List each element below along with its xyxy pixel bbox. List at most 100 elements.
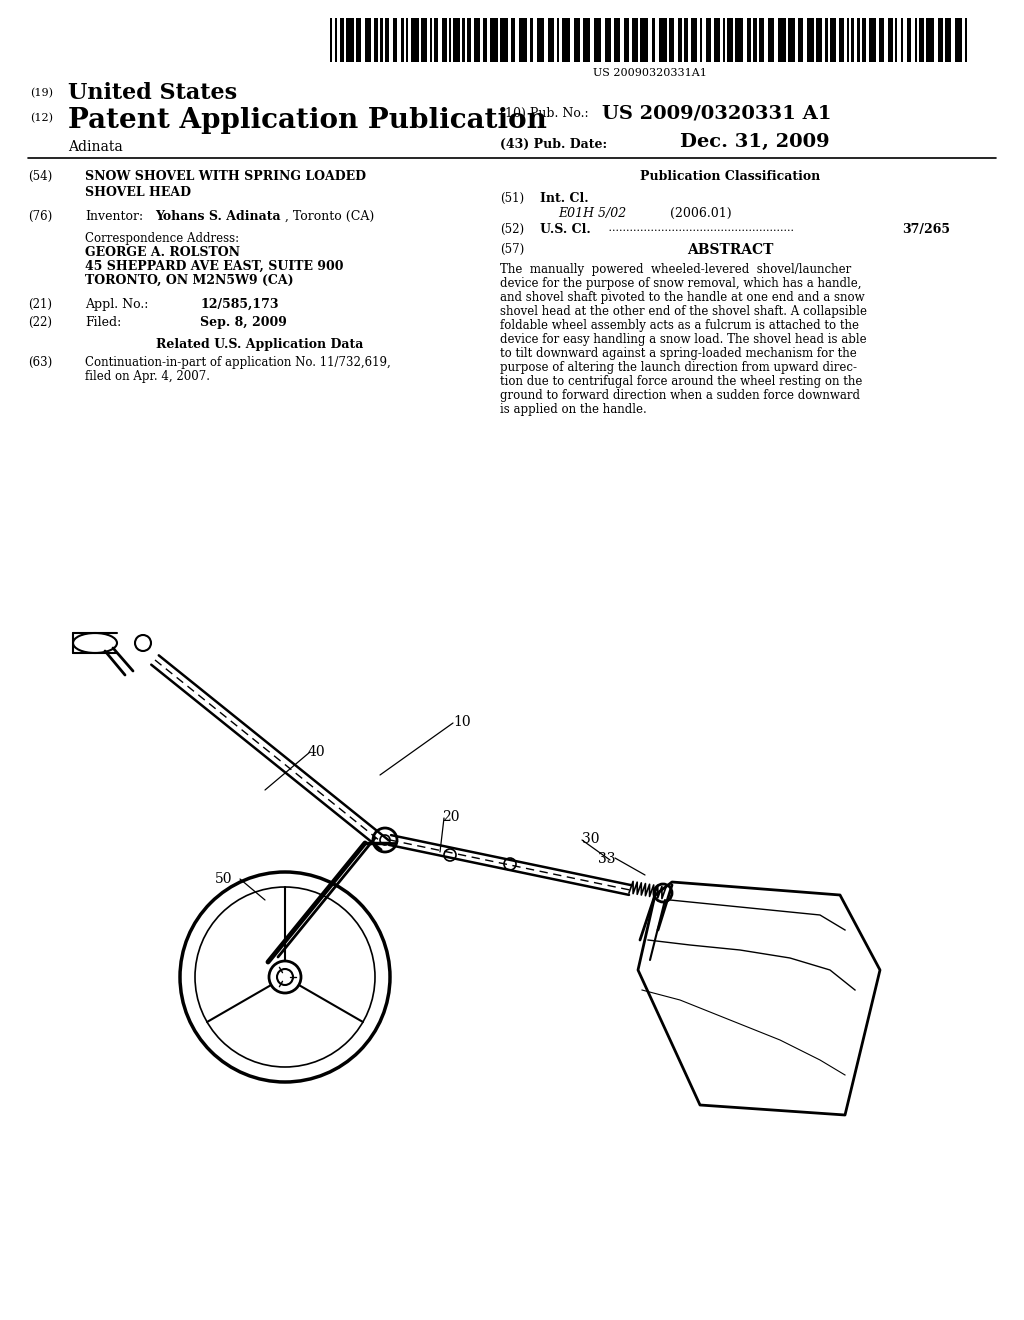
Bar [678, 18, 682, 62]
Bar [411, 18, 419, 62]
Text: device for easy handling a snow load. The shovel head is able: device for easy handling a snow load. Th… [500, 333, 866, 346]
Text: Publication Classification: Publication Classification [640, 170, 820, 183]
Bar [669, 18, 674, 62]
Bar [659, 18, 667, 62]
Bar [594, 18, 601, 62]
Bar [632, 18, 638, 62]
Bar [839, 18, 844, 62]
Text: (57): (57) [500, 243, 524, 256]
Text: (51): (51) [500, 191, 524, 205]
Bar [955, 18, 962, 62]
Text: ABSTRACT: ABSTRACT [687, 243, 773, 257]
Text: Filed:: Filed: [85, 315, 121, 329]
Bar [356, 18, 361, 62]
Text: Patent Application Publication: Patent Application Publication [68, 107, 547, 135]
Text: filed on Apr. 4, 2007.: filed on Apr. 4, 2007. [85, 370, 210, 383]
Text: 37/265: 37/265 [902, 223, 950, 236]
Bar [684, 18, 688, 62]
Text: , Toronto (CA): , Toronto (CA) [285, 210, 374, 223]
Bar [768, 18, 774, 62]
Bar [511, 18, 515, 62]
Text: is applied on the handle.: is applied on the handle. [500, 403, 647, 416]
Text: GEORGE A. ROLSTON: GEORGE A. ROLSTON [85, 246, 240, 259]
Text: Related U.S. Application Data: Related U.S. Application Data [157, 338, 364, 351]
Text: (2006.01): (2006.01) [670, 207, 731, 220]
Text: ground to forward direction when a sudden force downward: ground to forward direction when a sudde… [500, 389, 860, 403]
Text: 33: 33 [598, 851, 615, 866]
Text: TORONTO, ON M2N5W9 (CA): TORONTO, ON M2N5W9 (CA) [85, 275, 294, 286]
Text: Continuation-in-part of application No. 11/732,619,: Continuation-in-part of application No. … [85, 356, 391, 370]
Bar [965, 18, 967, 62]
Bar [851, 18, 854, 62]
Text: U.S. Cl.: U.S. Cl. [540, 223, 591, 236]
Text: US 2009/0320331 A1: US 2009/0320331 A1 [602, 106, 831, 123]
Bar [723, 18, 725, 62]
Text: (43) Pub. Date:: (43) Pub. Date: [500, 139, 607, 150]
Bar [714, 18, 720, 62]
Bar [365, 18, 371, 62]
Bar [380, 18, 383, 62]
Bar [919, 18, 924, 62]
Bar [700, 18, 702, 62]
Bar [393, 18, 397, 62]
Text: device for the purpose of snow removal, which has a handle,: device for the purpose of snow removal, … [500, 277, 861, 290]
Text: (21): (21) [28, 298, 52, 312]
Text: foldable wheel assembly acts as a fulcrum is attached to the: foldable wheel assembly acts as a fulcru… [500, 319, 859, 333]
Bar [901, 18, 903, 62]
Text: 40: 40 [308, 744, 326, 759]
Bar [945, 18, 951, 62]
Bar [335, 18, 337, 62]
Bar [574, 18, 580, 62]
Text: Inventor:: Inventor: [85, 210, 143, 223]
Bar [652, 18, 655, 62]
Text: shovel head at the other end of the shovel shaft. A collapsible: shovel head at the other end of the shov… [500, 305, 867, 318]
Bar [879, 18, 884, 62]
Bar [614, 18, 620, 62]
Bar [449, 18, 451, 62]
Bar [938, 18, 943, 62]
Text: Appl. No.:: Appl. No.: [85, 298, 148, 312]
Bar [830, 18, 836, 62]
Text: tion due to centrifugal force around the wheel resting on the: tion due to centrifugal force around the… [500, 375, 862, 388]
Text: (12): (12) [30, 114, 53, 123]
Bar [490, 18, 498, 62]
Bar [807, 18, 814, 62]
Bar [442, 18, 447, 62]
Text: Correspondence Address:: Correspondence Address: [85, 232, 240, 246]
Bar [330, 18, 332, 62]
Bar [825, 18, 828, 62]
Bar [915, 18, 918, 62]
Text: Sep. 8, 2009: Sep. 8, 2009 [200, 315, 287, 329]
Bar [778, 18, 786, 62]
Bar [857, 18, 860, 62]
Bar [385, 18, 389, 62]
Text: United States: United States [68, 82, 238, 104]
Bar [895, 18, 897, 62]
Bar [401, 18, 404, 62]
Bar [862, 18, 866, 62]
Text: The  manually  powered  wheeled-levered  shovel/launcher: The manually powered wheeled-levered sho… [500, 263, 851, 276]
Bar [727, 18, 733, 62]
Bar [453, 18, 460, 62]
Bar [374, 18, 378, 62]
Bar [706, 18, 711, 62]
Bar [421, 18, 427, 62]
Bar [583, 18, 590, 62]
Bar [847, 18, 849, 62]
Bar [462, 18, 465, 62]
Text: to tilt downward against a spring-loaded mechanism for the: to tilt downward against a spring-loaded… [500, 347, 857, 360]
Text: 10: 10 [453, 715, 471, 729]
Text: Int. Cl.: Int. Cl. [540, 191, 589, 205]
Bar [406, 18, 408, 62]
Text: E01H 5/02: E01H 5/02 [558, 207, 627, 220]
Bar [434, 18, 438, 62]
Bar [926, 18, 934, 62]
Text: .....................................................: ........................................… [605, 223, 794, 234]
Bar [530, 18, 534, 62]
Bar [753, 18, 757, 62]
Bar [605, 18, 611, 62]
Text: and shovel shaft pivoted to the handle at one end and a snow: and shovel shaft pivoted to the handle a… [500, 290, 864, 304]
Text: Yohans S. Adinata: Yohans S. Adinata [155, 210, 281, 223]
Text: 50: 50 [215, 873, 232, 886]
Bar [640, 18, 648, 62]
